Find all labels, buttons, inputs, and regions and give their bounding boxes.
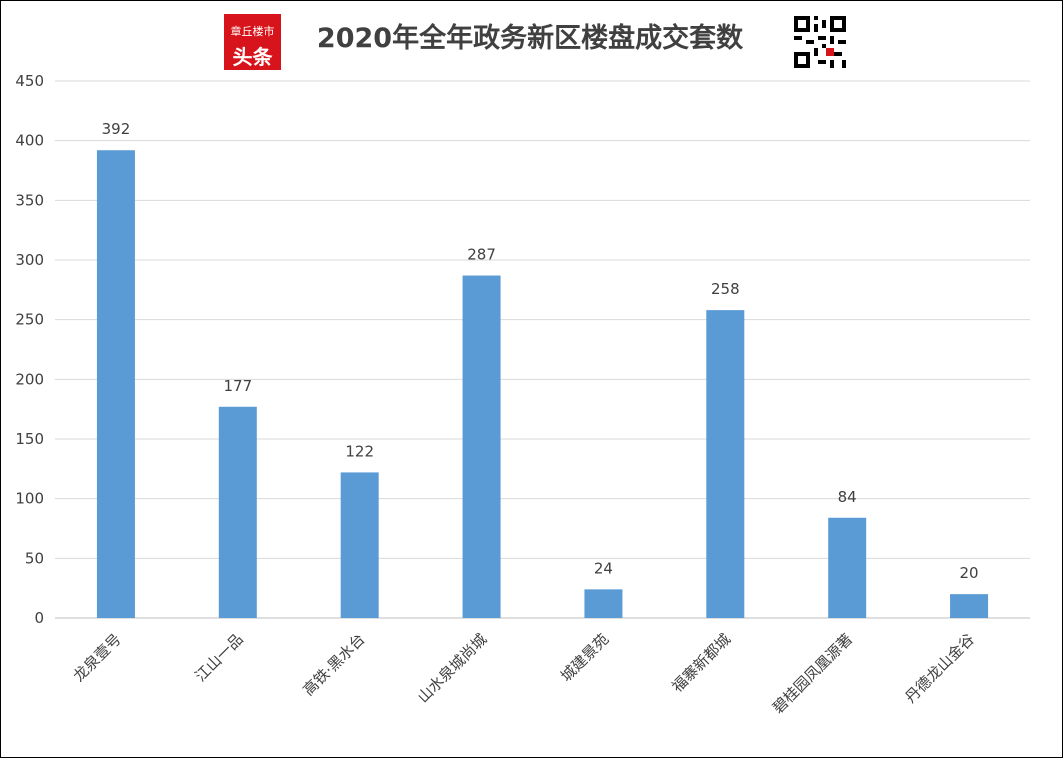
gridlines — [55, 80, 1030, 619]
x-tick-label: 城建景苑 — [557, 630, 612, 685]
y-tick-label: 250 — [15, 311, 44, 329]
bar — [706, 310, 745, 618]
data-label: 177 — [223, 377, 252, 395]
y-tick-label: 300 — [15, 251, 44, 269]
data-label: 287 — [467, 246, 496, 264]
x-tick-label: 福寨新都城 — [668, 630, 734, 696]
brand-logo: 章丘楼市 头条 — [224, 14, 281, 70]
logo-top-text: 章丘楼市 — [230, 25, 275, 38]
chart-title: 2020年全年政务新区楼盘成交套数 — [316, 23, 744, 54]
data-label: 392 — [102, 120, 131, 138]
y-tick-label: 400 — [15, 132, 44, 150]
data-label: 20 — [960, 564, 979, 582]
y-tick-label: 0 — [34, 609, 44, 627]
x-tick-label: 山水泉城尚城 — [414, 630, 490, 706]
bar — [584, 589, 623, 618]
bars — [96, 150, 989, 619]
y-tick-label: 100 — [15, 490, 44, 508]
data-label: 122 — [345, 442, 374, 460]
x-tick-label: 丹德龙山金谷 — [902, 630, 978, 706]
bar — [340, 472, 379, 618]
y-axis-ticks: 0 50 100 150 200 250 300 350 400 450 — [15, 72, 44, 627]
x-tick-label: 高铁·黑水台 — [299, 630, 368, 699]
bar — [950, 594, 989, 618]
x-tick-label: 碧桂园凤凰源著 — [769, 630, 856, 717]
y-tick-label: 50 — [25, 549, 44, 567]
y-tick-label: 150 — [15, 430, 44, 448]
bar — [462, 275, 501, 618]
y-tick-label: 200 — [15, 370, 44, 388]
x-axis-ticks: 龙泉壹号 江山一品 高铁·黑水台 山水泉城尚城 城建景苑 福寨新都城 碧桂园凤凰源著 丹德龙山… — [70, 630, 978, 717]
bar — [96, 150, 135, 619]
data-label: 84 — [838, 488, 857, 506]
x-tick-label: 龙泉壹号 — [70, 630, 125, 685]
logo-bottom-text: 头条 — [232, 45, 273, 69]
bar — [828, 517, 867, 618]
x-tick-label: 江山一品 — [191, 630, 246, 685]
y-tick-label: 350 — [15, 191, 44, 209]
data-label: 258 — [711, 280, 740, 298]
data-label: 24 — [594, 559, 613, 577]
data-labels: 392 177 122 287 24 258 84 20 — [102, 120, 979, 582]
qr-code-icon — [794, 16, 846, 68]
y-tick-label: 450 — [15, 72, 44, 90]
bar — [218, 406, 257, 618]
